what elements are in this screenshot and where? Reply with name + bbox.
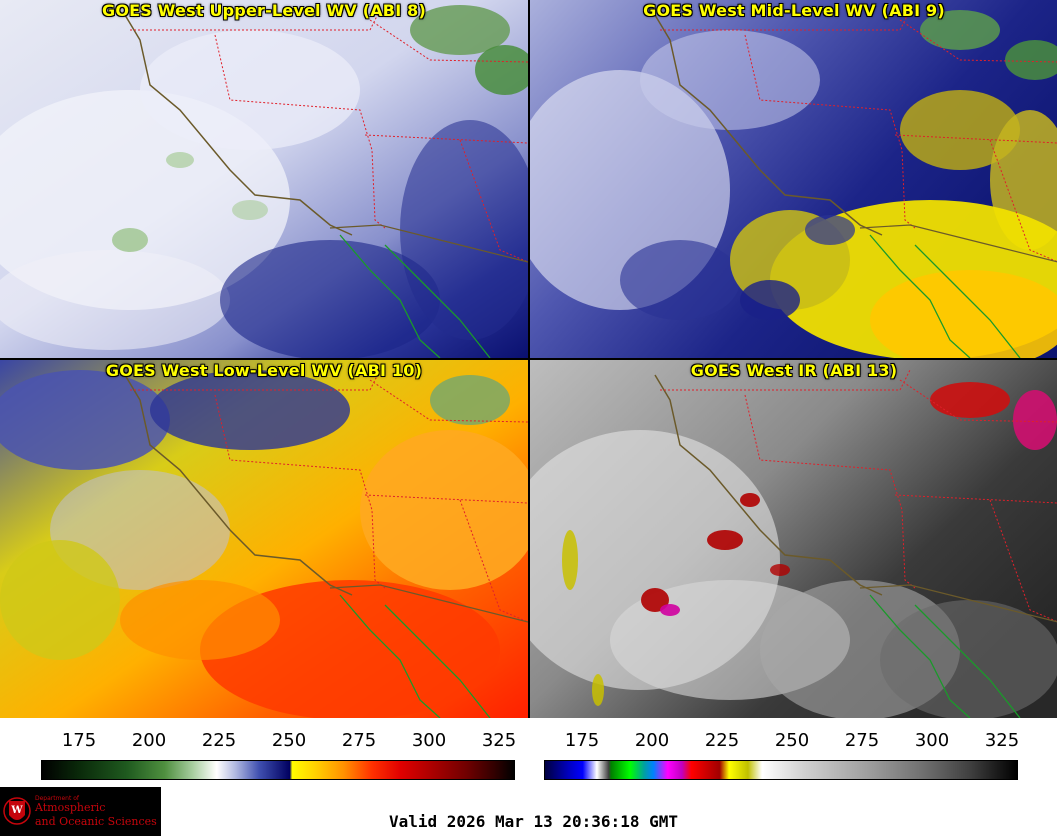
ir-image [530, 360, 1057, 718]
colorbar-ir-gradient [544, 760, 1018, 780]
tick-label: 250 [271, 730, 307, 751]
panel-upper-level-wv: GOES West Upper-Level WV (ABI 8) [0, 0, 528, 358]
tick-label: 300 [914, 730, 950, 751]
tick-label: 300 [411, 730, 447, 751]
panel-title: GOES West Low-Level WV (ABI 10) [105, 361, 423, 380]
uw-crest-icon: W [3, 797, 31, 825]
logo-line2-text: and Oceanic Sciences [35, 815, 157, 828]
colorbar-wv-ticks: 175 200 225 250 275 300 325 [41, 730, 517, 769]
tick-label: 200 [634, 730, 670, 751]
panel-ir: GOES West IR (ABI 13) [530, 360, 1057, 718]
svg-text:W: W [10, 805, 23, 816]
tick-label: 225 [704, 730, 740, 751]
tick-label: 175 [61, 730, 97, 751]
panel-title: GOES West Upper-Level WV (ABI 8) [102, 1, 426, 20]
tick-label: 325 [984, 730, 1020, 751]
colorbar-ir-ticks: 175 200 225 250 275 300 325 [544, 730, 1020, 769]
tick-label: 225 [201, 730, 237, 751]
colorbar-wv: 175 200 225 250 275 300 325 [41, 720, 517, 780]
valid-time-label: Valid 2026 Mar 13 20:36:18 GMT [389, 812, 678, 831]
colorbar-wv-gradient [41, 760, 515, 780]
tick-label: 275 [844, 730, 880, 751]
tick-label: 175 [564, 730, 600, 751]
aos-logo: W Department of Atmospheric and Oceanic … [0, 787, 161, 836]
panel-title: GOES West IR (ABI 13) [690, 361, 898, 380]
panel-divider-horizontal [0, 358, 1057, 360]
panel-mid-level-wv: GOES West Mid-Level WV (ABI 9) [530, 0, 1057, 358]
tick-label: 325 [481, 730, 517, 751]
panel-low-level-wv: GOES West Low-Level WV (ABI 10) [0, 360, 528, 718]
colorbar-ir: 175 200 225 250 275 300 325 [544, 720, 1020, 780]
low-level-wv-image [0, 360, 528, 718]
upper-level-wv-image [0, 0, 528, 358]
tick-label: 250 [774, 730, 810, 751]
mid-level-wv-image [530, 0, 1057, 358]
logo-dept-text: Department of [35, 795, 79, 802]
tick-label: 200 [131, 730, 167, 751]
panel-title: GOES West Mid-Level WV (ABI 9) [643, 1, 945, 20]
tick-label: 275 [341, 730, 377, 751]
logo-line1-text: Atmospheric [35, 801, 106, 814]
